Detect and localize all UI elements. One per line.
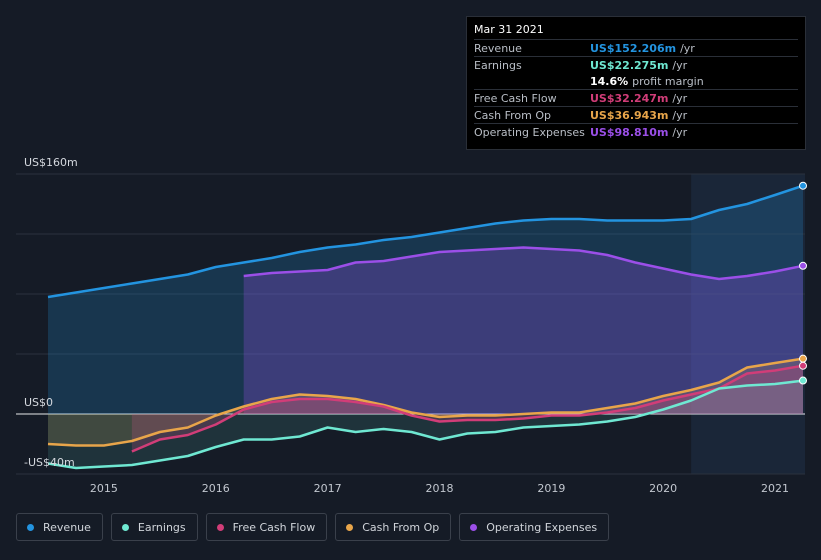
tooltip-unit: /yr: [672, 91, 688, 105]
series-areas: [48, 185, 803, 468]
tooltip-value: US$98.810m: [590, 125, 669, 139]
legend-item-free-cash-flow[interactable]: Free Cash Flow: [205, 513, 328, 541]
tooltip-row-operating-expenses: Operating Expenses US$98.810m /yr: [474, 123, 798, 140]
legend-item-operating-expenses[interactable]: Operating Expenses: [459, 513, 610, 541]
tooltip-row-free-cash-flow: Free Cash Flow US$32.247m /yr: [474, 89, 798, 106]
earnings-end-point: [799, 376, 807, 385]
revenue-line: [47, 184, 804, 299]
cash-from-op-line: [47, 357, 804, 447]
cash-from-op-end-point: [799, 354, 807, 363]
x-tick-label: 2021: [761, 482, 789, 495]
earnings-line: [47, 379, 804, 470]
tooltip-row-profit-margin: 14.6% profit margin: [474, 73, 798, 89]
x-tick-label: 2019: [537, 482, 565, 495]
legend-item-earnings[interactable]: Earnings: [110, 513, 198, 541]
tooltip-row-cash-from-op: Cash From Op US$36.943m /yr: [474, 106, 798, 123]
tooltip-value: US$152.206m: [590, 41, 677, 55]
series-end-markers: [799, 181, 807, 385]
free-cash-flow-line: [131, 364, 804, 453]
profit-margin-label: profit margin: [632, 74, 704, 88]
operating-expenses-end-point: [799, 261, 807, 270]
earnings-area: [48, 380, 803, 468]
free-cash-flow-end-point: [799, 361, 807, 370]
legend-label: Earnings: [137, 520, 186, 534]
x-tick-label: 2015: [90, 482, 118, 495]
tooltip-unit: /yr: [672, 58, 688, 72]
y-axis-bottom-label: -US$40m: [24, 456, 75, 469]
tooltip-label: Earnings: [474, 58, 522, 72]
forecast-band: [691, 174, 805, 474]
x-tick-label: 2018: [425, 482, 453, 495]
profit-margin-value: 14.6%: [590, 74, 629, 88]
x-tick-label: 2016: [202, 482, 230, 495]
legend-label: Cash From Op: [362, 520, 440, 534]
tooltip-unit: /yr: [672, 125, 688, 139]
chart-legend: Revenue Earnings Free Cash Flow Cash Fro…: [16, 513, 610, 541]
tooltip-value: US$32.247m: [590, 91, 669, 105]
legend-label: Operating Expenses: [486, 520, 598, 534]
operating-expenses-line: [243, 246, 804, 281]
tooltip-label: Cash From Op: [474, 108, 552, 122]
y-axis-top-label: US$160m: [24, 156, 78, 169]
legend-label: Free Cash Flow: [232, 520, 316, 534]
x-axis-ticks: 2015 2016 2017 2018 2019 2020 2021: [90, 482, 789, 495]
operating-expenses-dot-icon: [470, 523, 478, 531]
revenue-dot-icon: [27, 523, 34, 531]
cash-from-op-dot-icon: [346, 523, 354, 531]
tooltip-date: Mar 31 2021: [474, 23, 544, 36]
x-tick-label: 2017: [314, 482, 342, 495]
tooltip-unit: /yr: [680, 41, 695, 55]
tooltip-row-earnings: Earnings US$22.275m /yr: [474, 56, 798, 73]
legend-item-cash-from-op[interactable]: Cash From Op: [335, 513, 452, 541]
revenue-area: [48, 185, 803, 414]
tooltip-unit: /yr: [672, 108, 688, 122]
free-cash-flow-dot-icon: [216, 523, 224, 531]
tooltip-label: Revenue: [474, 41, 522, 55]
revenue-end-point: [799, 181, 807, 190]
earnings-dot-icon: [121, 523, 129, 531]
operating-expenses-area: [243, 247, 803, 414]
tooltip-value: US$22.275m: [590, 58, 669, 72]
tooltip-label: Operating Expenses: [474, 125, 585, 139]
tooltip-label: Free Cash Flow: [474, 91, 557, 105]
legend-item-revenue[interactable]: Revenue: [16, 513, 103, 541]
tooltip-value: US$36.943m: [590, 108, 669, 122]
tooltip-row-revenue: Revenue US$152.206m /yr: [474, 39, 798, 56]
data-tooltip: Mar 31 2021 Revenue US$152.206m /yr Earn…: [466, 16, 806, 150]
x-tick-label: 2020: [649, 482, 677, 495]
cash-from-op-area: [48, 358, 803, 446]
grid-lines: [16, 173, 805, 475]
series-lines: [47, 184, 804, 470]
y-axis-zero-label: US$0: [24, 396, 53, 409]
legend-label: Revenue: [43, 520, 91, 534]
